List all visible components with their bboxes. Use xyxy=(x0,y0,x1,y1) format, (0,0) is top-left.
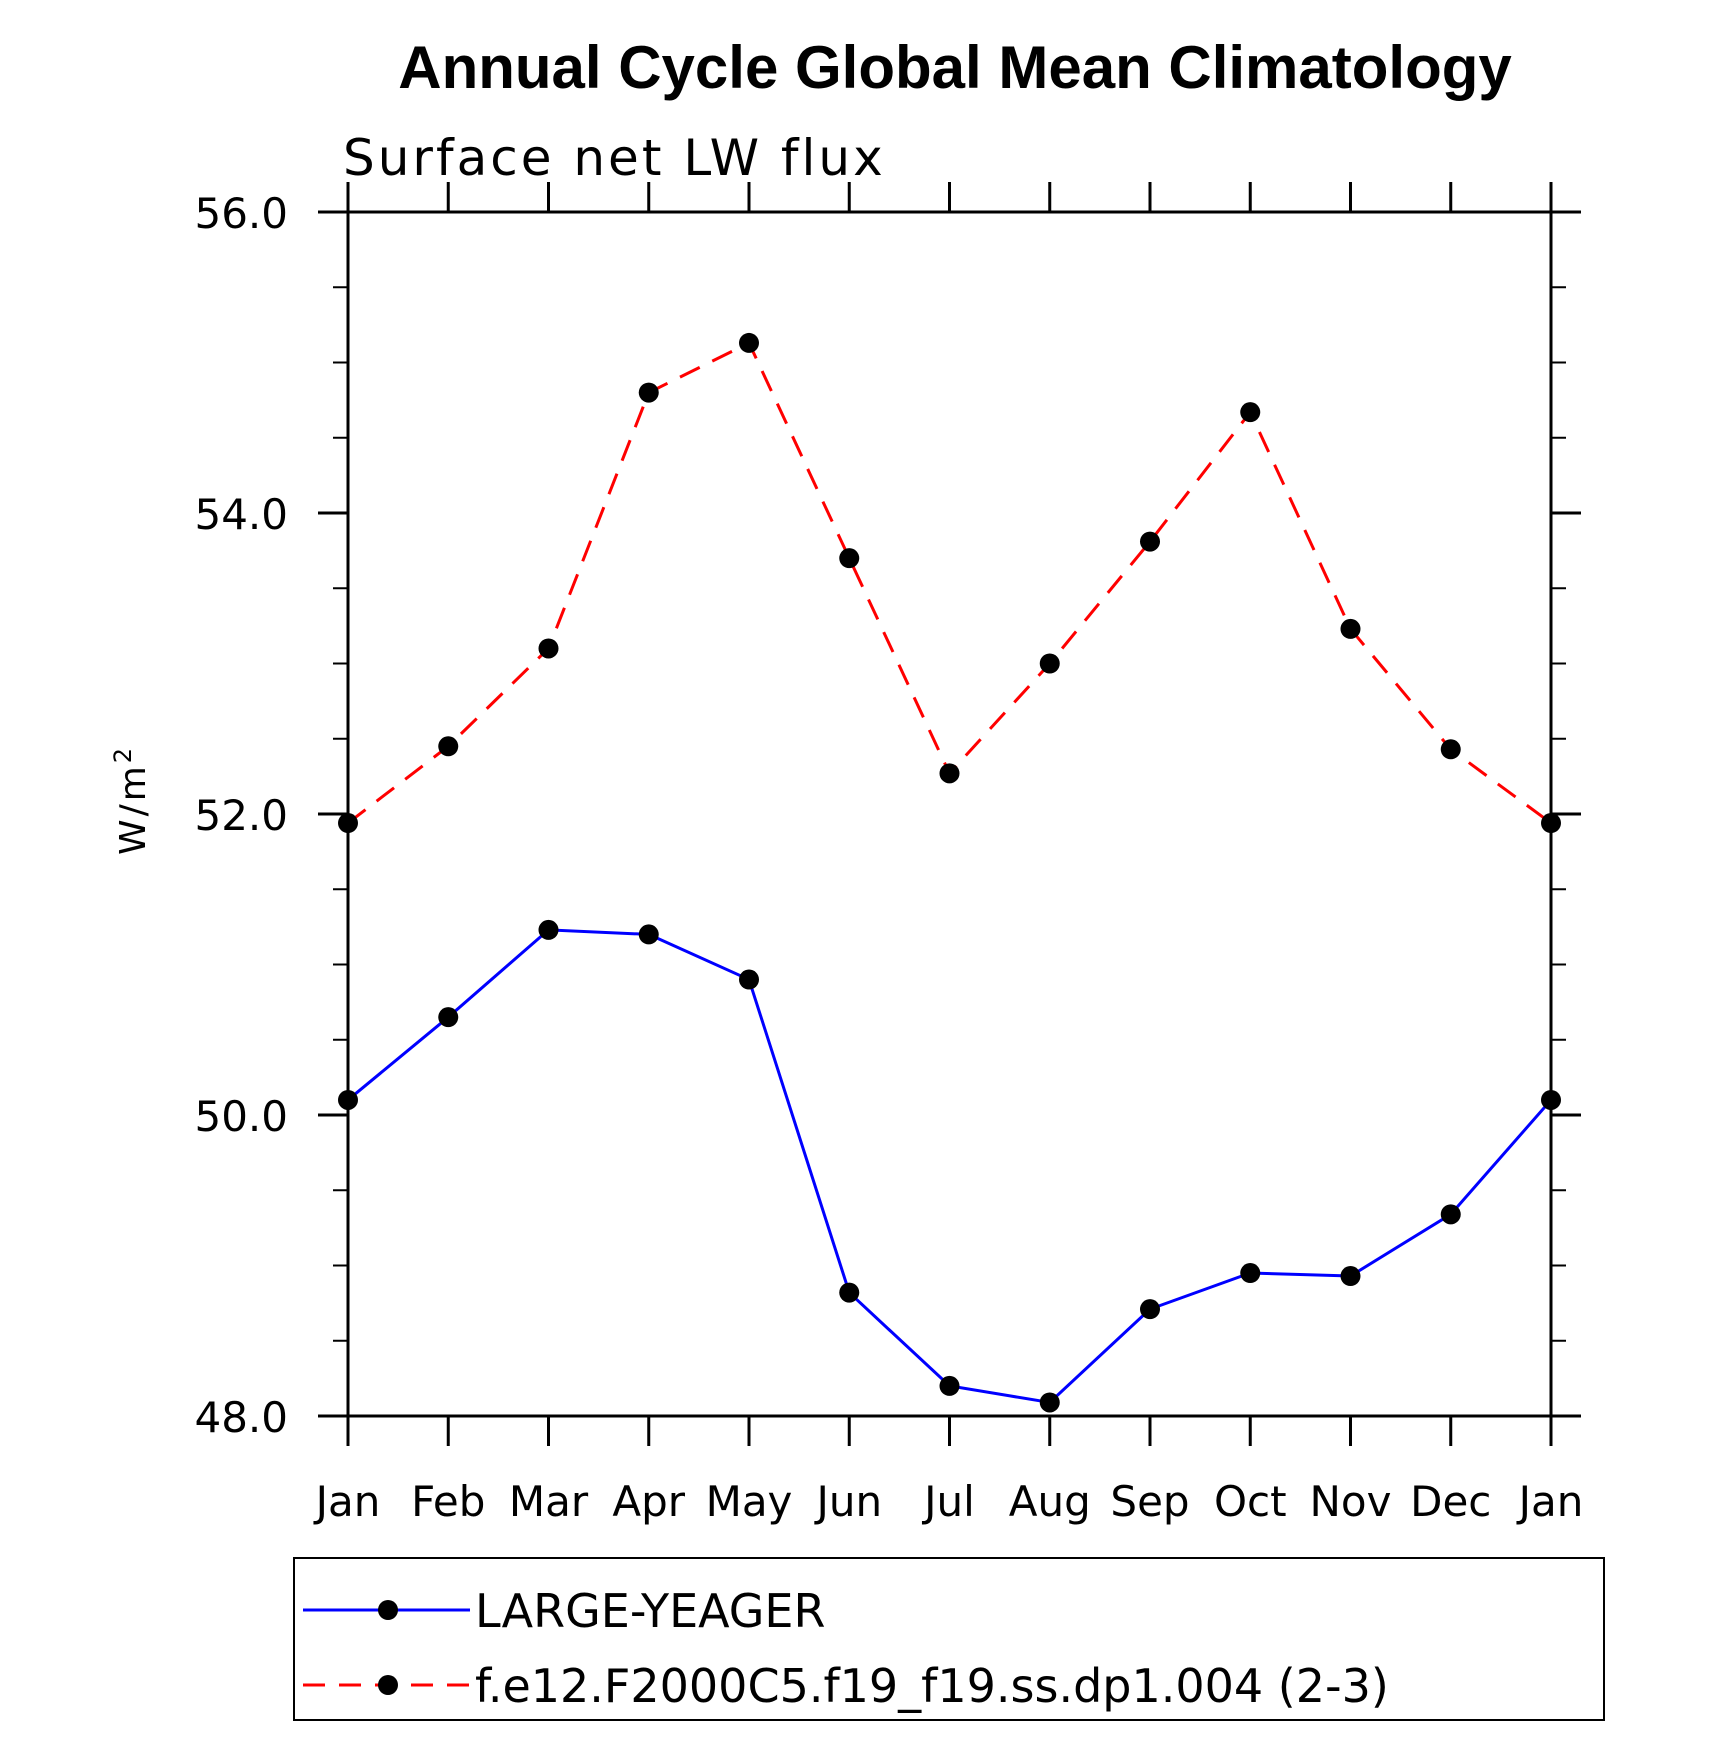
chart-title: Annual Cycle Global Mean Climatology xyxy=(398,34,1512,101)
series-0-point xyxy=(1541,1089,1561,1110)
x-tick-label: Feb xyxy=(411,1477,485,1526)
series-0-point xyxy=(438,1007,459,1028)
x-tick-label: Mar xyxy=(509,1477,589,1526)
axis-ticks xyxy=(318,182,1581,1446)
series-line-1 xyxy=(347,340,1552,825)
series-1-point xyxy=(1541,813,1561,834)
plot-frame xyxy=(346,210,1553,1418)
legend-marker-0 xyxy=(378,1600,398,1620)
series-0-point xyxy=(1140,1299,1160,1320)
series-0-point xyxy=(638,924,659,945)
series-1-point xyxy=(839,548,860,569)
legend-marker-1 xyxy=(378,1675,398,1695)
y-tick-label: 50.0 xyxy=(194,1092,288,1141)
x-tick-label: Jan xyxy=(313,1477,381,1526)
x-tick-label: Apr xyxy=(612,1477,685,1526)
y-axis-label-superscript: 2 xyxy=(109,745,137,763)
series-layer xyxy=(338,332,1561,1413)
series-0-point xyxy=(1039,1392,1060,1413)
x-tick-label: Oct xyxy=(1214,1477,1287,1526)
series-0-point xyxy=(839,1282,860,1303)
x-tick-label: Jun xyxy=(813,1477,882,1526)
x-tick-label: Jul xyxy=(921,1477,975,1526)
x-tick-label: Dec xyxy=(1410,1477,1491,1526)
legend: LARGE-YEAGER f.e12.F2000C5.f19_f19.ss.dp1… xyxy=(303,1584,1389,1713)
legend-label-1: f.e12.F2000C5.f19_f19.ss.dp1.004 (2-3) xyxy=(475,1659,1389,1713)
series-0-point xyxy=(739,969,759,990)
legend-label-0: LARGE-YEAGER xyxy=(475,1584,825,1638)
series-0-point xyxy=(1340,1266,1361,1287)
series-line-0 xyxy=(347,928,1553,1405)
y-axis-label: W/m2 xyxy=(109,745,154,855)
y-tick-label: 52.0 xyxy=(194,791,288,840)
y-tick-label: 54.0 xyxy=(194,490,288,539)
series-0-point xyxy=(1240,1263,1261,1284)
series-1-point xyxy=(1240,402,1261,423)
series-1-point xyxy=(739,332,759,353)
x-tick-label: May xyxy=(706,1477,793,1526)
series-0-point xyxy=(338,1089,358,1110)
x-tick-label: Nov xyxy=(1310,1477,1392,1526)
legend-box xyxy=(293,1557,1605,1721)
series-1-point xyxy=(1340,618,1361,639)
x-tick-label: Jan xyxy=(1516,1477,1584,1526)
y-tick-label: 56.0 xyxy=(194,189,288,238)
series-0-point xyxy=(1440,1204,1461,1225)
series-0-point xyxy=(538,919,559,940)
chart-subtitle: Surface net LW flux xyxy=(343,129,886,187)
x-tick-label: Aug xyxy=(1009,1477,1091,1526)
series-1-point xyxy=(1440,739,1461,760)
x-tick-label: Sep xyxy=(1110,1477,1189,1526)
series-1-point xyxy=(538,638,559,659)
axis-tick-labels: Jan Feb Mar Apr May Jun Jul Aug Sep Oct Nov Dec Jan 4… xyxy=(194,189,1583,1526)
series-0-point xyxy=(939,1375,960,1396)
series-1-point xyxy=(1140,531,1160,552)
series-1-point xyxy=(1039,653,1060,674)
y-tick-label: 48.0 xyxy=(194,1393,288,1442)
series-1-point xyxy=(438,736,459,757)
series-1-point xyxy=(638,382,659,403)
series-1-point xyxy=(939,763,960,784)
series-1-point xyxy=(338,813,358,834)
